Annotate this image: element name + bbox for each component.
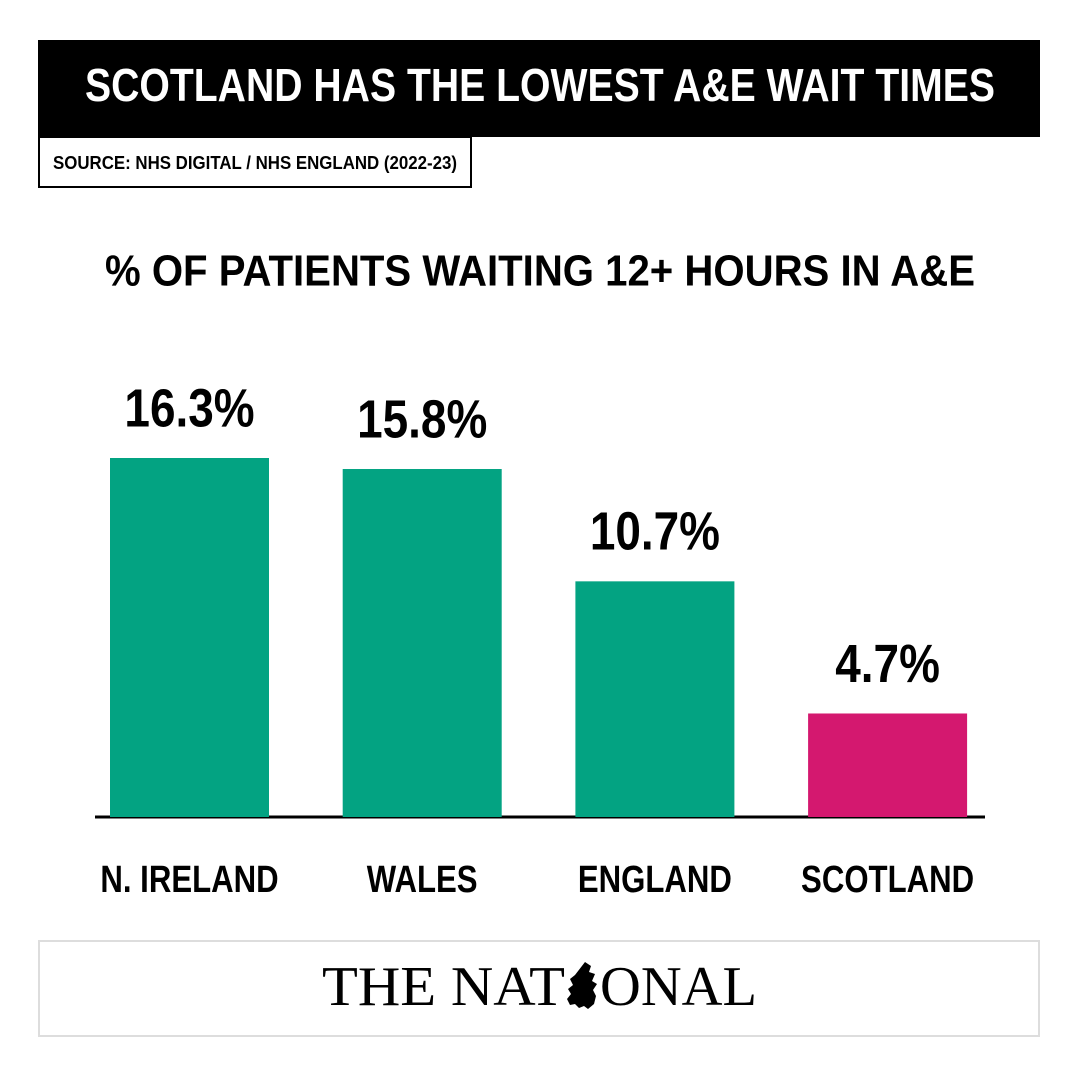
bar	[110, 458, 269, 817]
bar	[808, 713, 968, 817]
x-tick-label: WALES	[367, 859, 478, 901]
source-box	[38, 136, 472, 188]
title-box	[38, 40, 1040, 137]
bar	[342, 469, 502, 817]
value-label: 15.8%	[357, 389, 487, 449]
x-tick-label: N. IRELAND	[100, 859, 278, 901]
logo-map	[567, 962, 597, 1009]
chart-title: % OF PATIENTS WAITING 12+ HOURS IN A&E	[105, 247, 975, 296]
value-label: 16.3%	[124, 378, 254, 438]
logo: ONAL	[600, 956, 757, 1018]
value-label: 4.7%	[835, 634, 940, 694]
source: SOURCE: NHS DIGITAL / NHS ENGLAND (2022-…	[53, 153, 457, 173]
logo: THE NAT	[322, 956, 565, 1018]
x-tick-label: ENGLAND	[578, 859, 732, 901]
logo-box	[38, 940, 1040, 1037]
x-tick-label: SCOTLAND	[801, 859, 974, 901]
value-label: 10.7%	[590, 502, 720, 562]
bar	[575, 581, 735, 817]
main-title: SCOTLAND HAS THE LOWEST A&E WAIT TIMES	[85, 59, 995, 111]
